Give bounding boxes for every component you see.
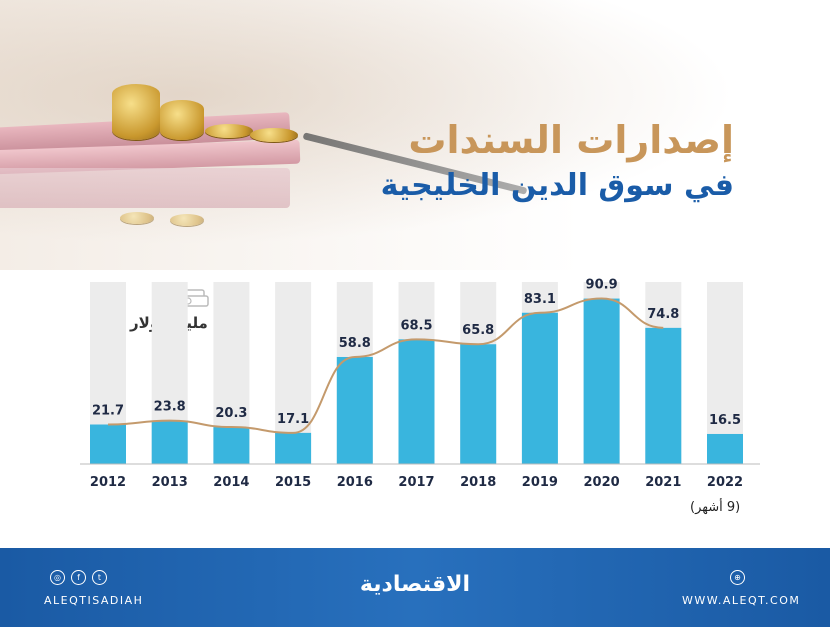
x-tick-label: 2021	[645, 475, 681, 490]
x-tick-label: 2012	[90, 475, 126, 490]
social-links: ◎ f t	[50, 570, 107, 585]
bar-2016	[336, 356, 373, 464]
value-label: 74.8	[647, 307, 679, 322]
bar-2019	[521, 312, 558, 464]
x-tick-label: 2013	[152, 475, 188, 490]
coin-icon	[112, 84, 160, 140]
partial-year-note: (9 أشهر)	[690, 500, 741, 515]
globe-icon: ⊕	[730, 570, 745, 585]
value-label: 68.5	[400, 318, 432, 333]
header-photo	[0, 0, 830, 270]
instagram-icon[interactable]: ◎	[50, 570, 65, 585]
x-tick-label: 2022	[707, 475, 743, 490]
x-tick-label: 2014	[213, 475, 249, 490]
bar-2022	[707, 433, 743, 464]
social-handle: ALEQTISADIAH	[44, 594, 144, 607]
x-tick-label: 2020	[584, 475, 620, 490]
brand-logo: الاقتصادية	[359, 572, 471, 597]
value-label: 20.3	[215, 406, 247, 421]
value-label: 21.7	[92, 404, 124, 419]
value-label: 65.8	[462, 323, 494, 338]
banknote-stack-icon-3	[0, 168, 290, 208]
x-tick-label: 2019	[522, 475, 558, 490]
x-tick-label: 2015	[275, 475, 311, 490]
x-tick-label: 2017	[398, 475, 434, 490]
bar-2021	[645, 327, 682, 464]
footer	[0, 548, 830, 627]
facebook-icon[interactable]: f	[71, 570, 86, 585]
value-label: 58.8	[339, 336, 371, 351]
website-link[interactable]: WWW.ALEQT.COM	[682, 594, 801, 607]
bar-2014	[213, 427, 250, 464]
coin-icon	[170, 214, 204, 226]
value-label: 23.8	[154, 400, 186, 415]
x-tick-label: 2016	[337, 475, 373, 490]
bar-2012	[90, 424, 126, 464]
value-label: 16.5	[709, 413, 741, 428]
twitter-icon[interactable]: t	[92, 570, 107, 585]
bar-2017	[398, 339, 435, 464]
x-tick-label: 2018	[460, 475, 496, 490]
bar-track	[707, 282, 743, 464]
page-title: إصدارات السندات	[408, 118, 734, 162]
value-label: 17.1	[277, 412, 309, 427]
bar-2020	[583, 298, 620, 464]
bar-2015	[275, 432, 312, 464]
bar-chart: 21.7 23.8 20.3 17.1 58.8 68.5 65.8 83.1 90.9 74.8…	[80, 278, 760, 490]
coin-icon	[160, 100, 204, 140]
coin-icon	[120, 212, 154, 224]
coin-icon	[205, 124, 253, 138]
bar-2013	[151, 420, 188, 464]
value-label: 83.1	[524, 292, 556, 307]
page-subtitle: في سوق الدين الخليجية	[380, 168, 734, 203]
value-label: 90.9	[586, 278, 618, 293]
trend-line	[107, 297, 664, 434]
coin-icon	[250, 128, 298, 142]
bar-2018	[460, 344, 497, 464]
